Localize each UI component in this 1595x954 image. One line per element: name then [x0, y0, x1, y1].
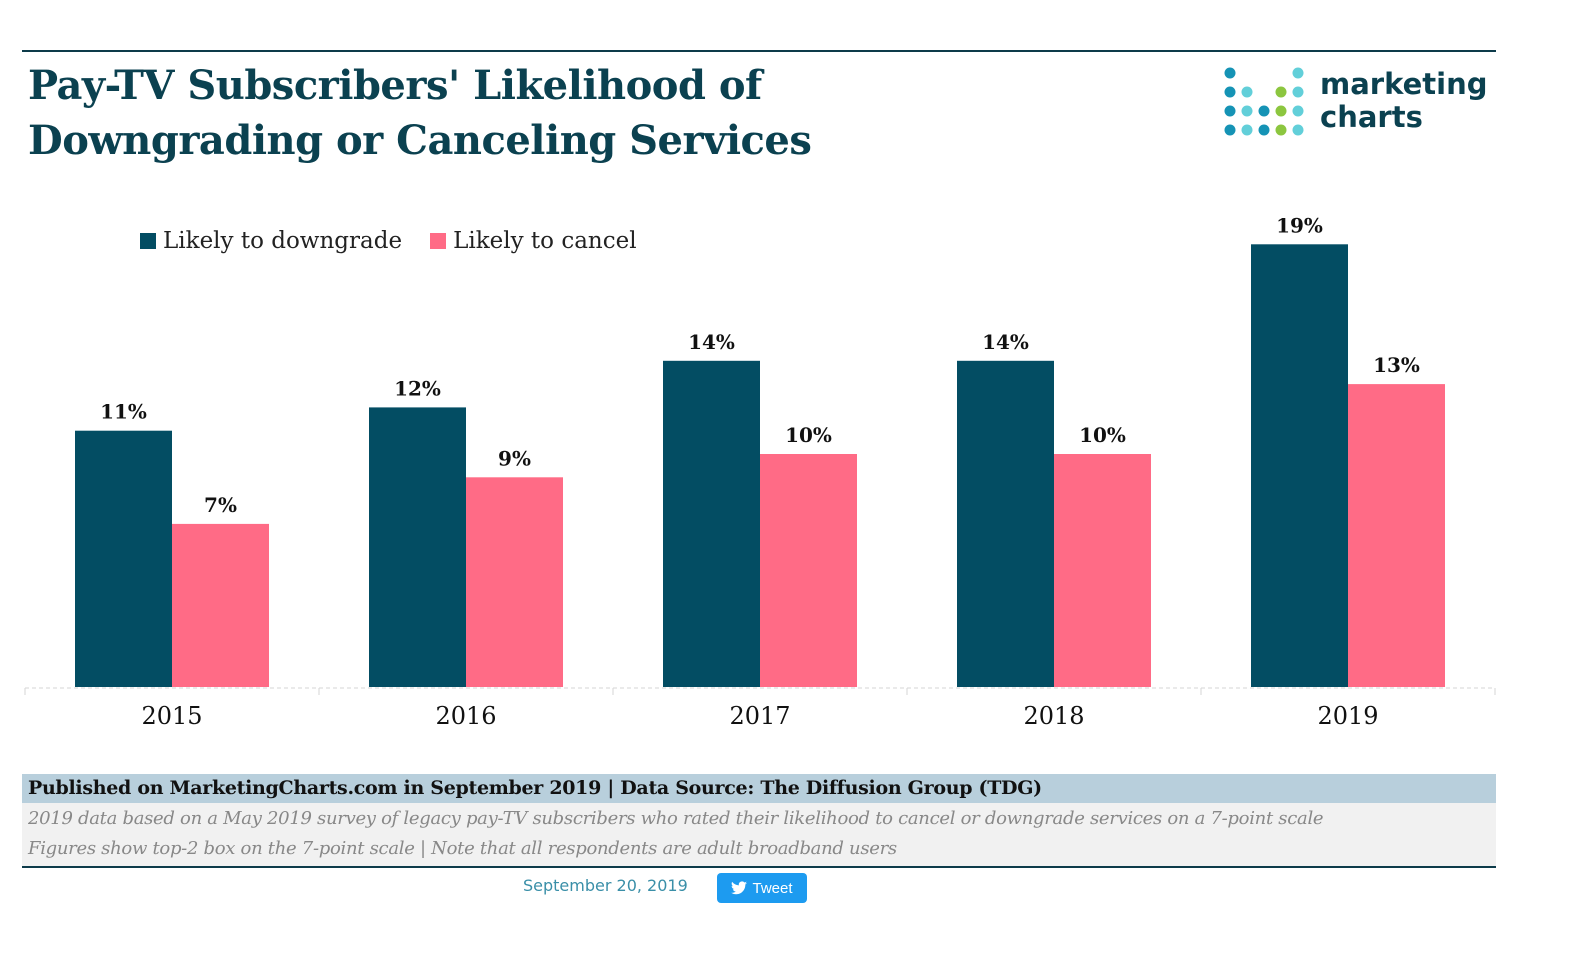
logo-line-2: charts: [1320, 100, 1423, 134]
bar-cancel: [760, 454, 857, 687]
data-label: 13%: [1373, 353, 1420, 377]
bar-downgrade: [75, 430, 172, 687]
logo-dot: [1241, 86, 1253, 98]
data-label: 9%: [498, 446, 531, 470]
legend: Likely to downgrade Likely to cancel: [140, 228, 665, 254]
logo-dot: [1241, 124, 1253, 136]
tweet-button[interactable]: Tweet: [717, 873, 807, 903]
logo-dot: [1224, 105, 1236, 117]
data-label: 10%: [785, 423, 832, 447]
legend-item-downgrade: Likely to downgrade: [140, 228, 402, 254]
logo-dot: [1258, 105, 1270, 117]
data-label: 7%: [204, 493, 237, 517]
x-tick-label: 2016: [435, 702, 496, 730]
legend-label-cancel: Likely to cancel: [453, 228, 637, 254]
bar-downgrade: [957, 360, 1054, 687]
top-rule: [22, 50, 1496, 52]
tweet-label: Tweet: [752, 879, 793, 897]
logo-dot: [1224, 67, 1236, 79]
marketing-charts-logo-icon: [1224, 67, 1304, 136]
logo-dot: [1275, 124, 1287, 136]
logo-dot: [1292, 105, 1304, 117]
bar-downgrade: [663, 360, 760, 687]
data-label: 14%: [688, 330, 735, 354]
title-line-1: Pay-TV Subscribers' Likelihood of: [28, 62, 762, 109]
legend-swatch-cancel: [430, 233, 447, 249]
data-label: 11%: [100, 400, 147, 424]
x-tick-label: 2017: [729, 702, 790, 730]
source-bar: [22, 774, 1496, 803]
bar-cancel: [172, 523, 269, 687]
bottom-rule: [22, 866, 1496, 868]
bar-chart: 11% 7% 2015 12% 9% 2016 14% 10% 2017 14% 10% 2018 19…: [24, 213, 1496, 730]
title-line-2: Downgrading or Canceling Services: [28, 117, 812, 164]
source-text: Published on MarketingCharts.com in Sept…: [28, 777, 1042, 799]
data-label: 14%: [982, 330, 1029, 354]
twitter-bird-icon: [731, 881, 748, 895]
logo-dot: [1292, 124, 1304, 136]
legend-label-downgrade: Likely to downgrade: [163, 228, 403, 254]
bar-downgrade: [1251, 244, 1348, 688]
legend-item-cancel: Likely to cancel: [430, 228, 637, 254]
logo-dot: [1275, 86, 1287, 98]
logo-dot: [1275, 105, 1287, 117]
logo-line-1: marketing: [1320, 67, 1488, 101]
x-tick-label: 2019: [1317, 702, 1378, 730]
bar-cancel: [466, 477, 563, 687]
notes-bar: [22, 803, 1496, 866]
logo-dot: [1241, 105, 1253, 117]
x-tick-label: 2018: [1023, 702, 1084, 730]
note-line-2: Figures show top-2 box on the 7-point sc…: [28, 838, 897, 859]
logo-dot: [1292, 86, 1304, 98]
logo-dot: [1292, 67, 1304, 79]
bar-cancel: [1348, 384, 1445, 687]
logo-text: marketing charts: [1320, 68, 1487, 134]
chart-title: Pay-TV Subscribers' Likelihood of Downgr…: [28, 58, 812, 168]
logo-dot: [1224, 86, 1236, 98]
data-label: 19%: [1276, 213, 1323, 237]
bar-cancel: [1054, 454, 1151, 687]
x-tick-label: 2015: [141, 702, 202, 730]
note-line-1: 2019 data based on a May 2019 survey of …: [28, 808, 1324, 829]
legend-swatch-downgrade: [140, 233, 156, 249]
data-label: 10%: [1079, 423, 1126, 447]
logo-dot: [1258, 124, 1270, 136]
publish-date: September 20, 2019: [523, 876, 688, 895]
data-label: 12%: [394, 376, 441, 400]
logo-dot: [1224, 124, 1236, 136]
bar-downgrade: [369, 407, 466, 687]
